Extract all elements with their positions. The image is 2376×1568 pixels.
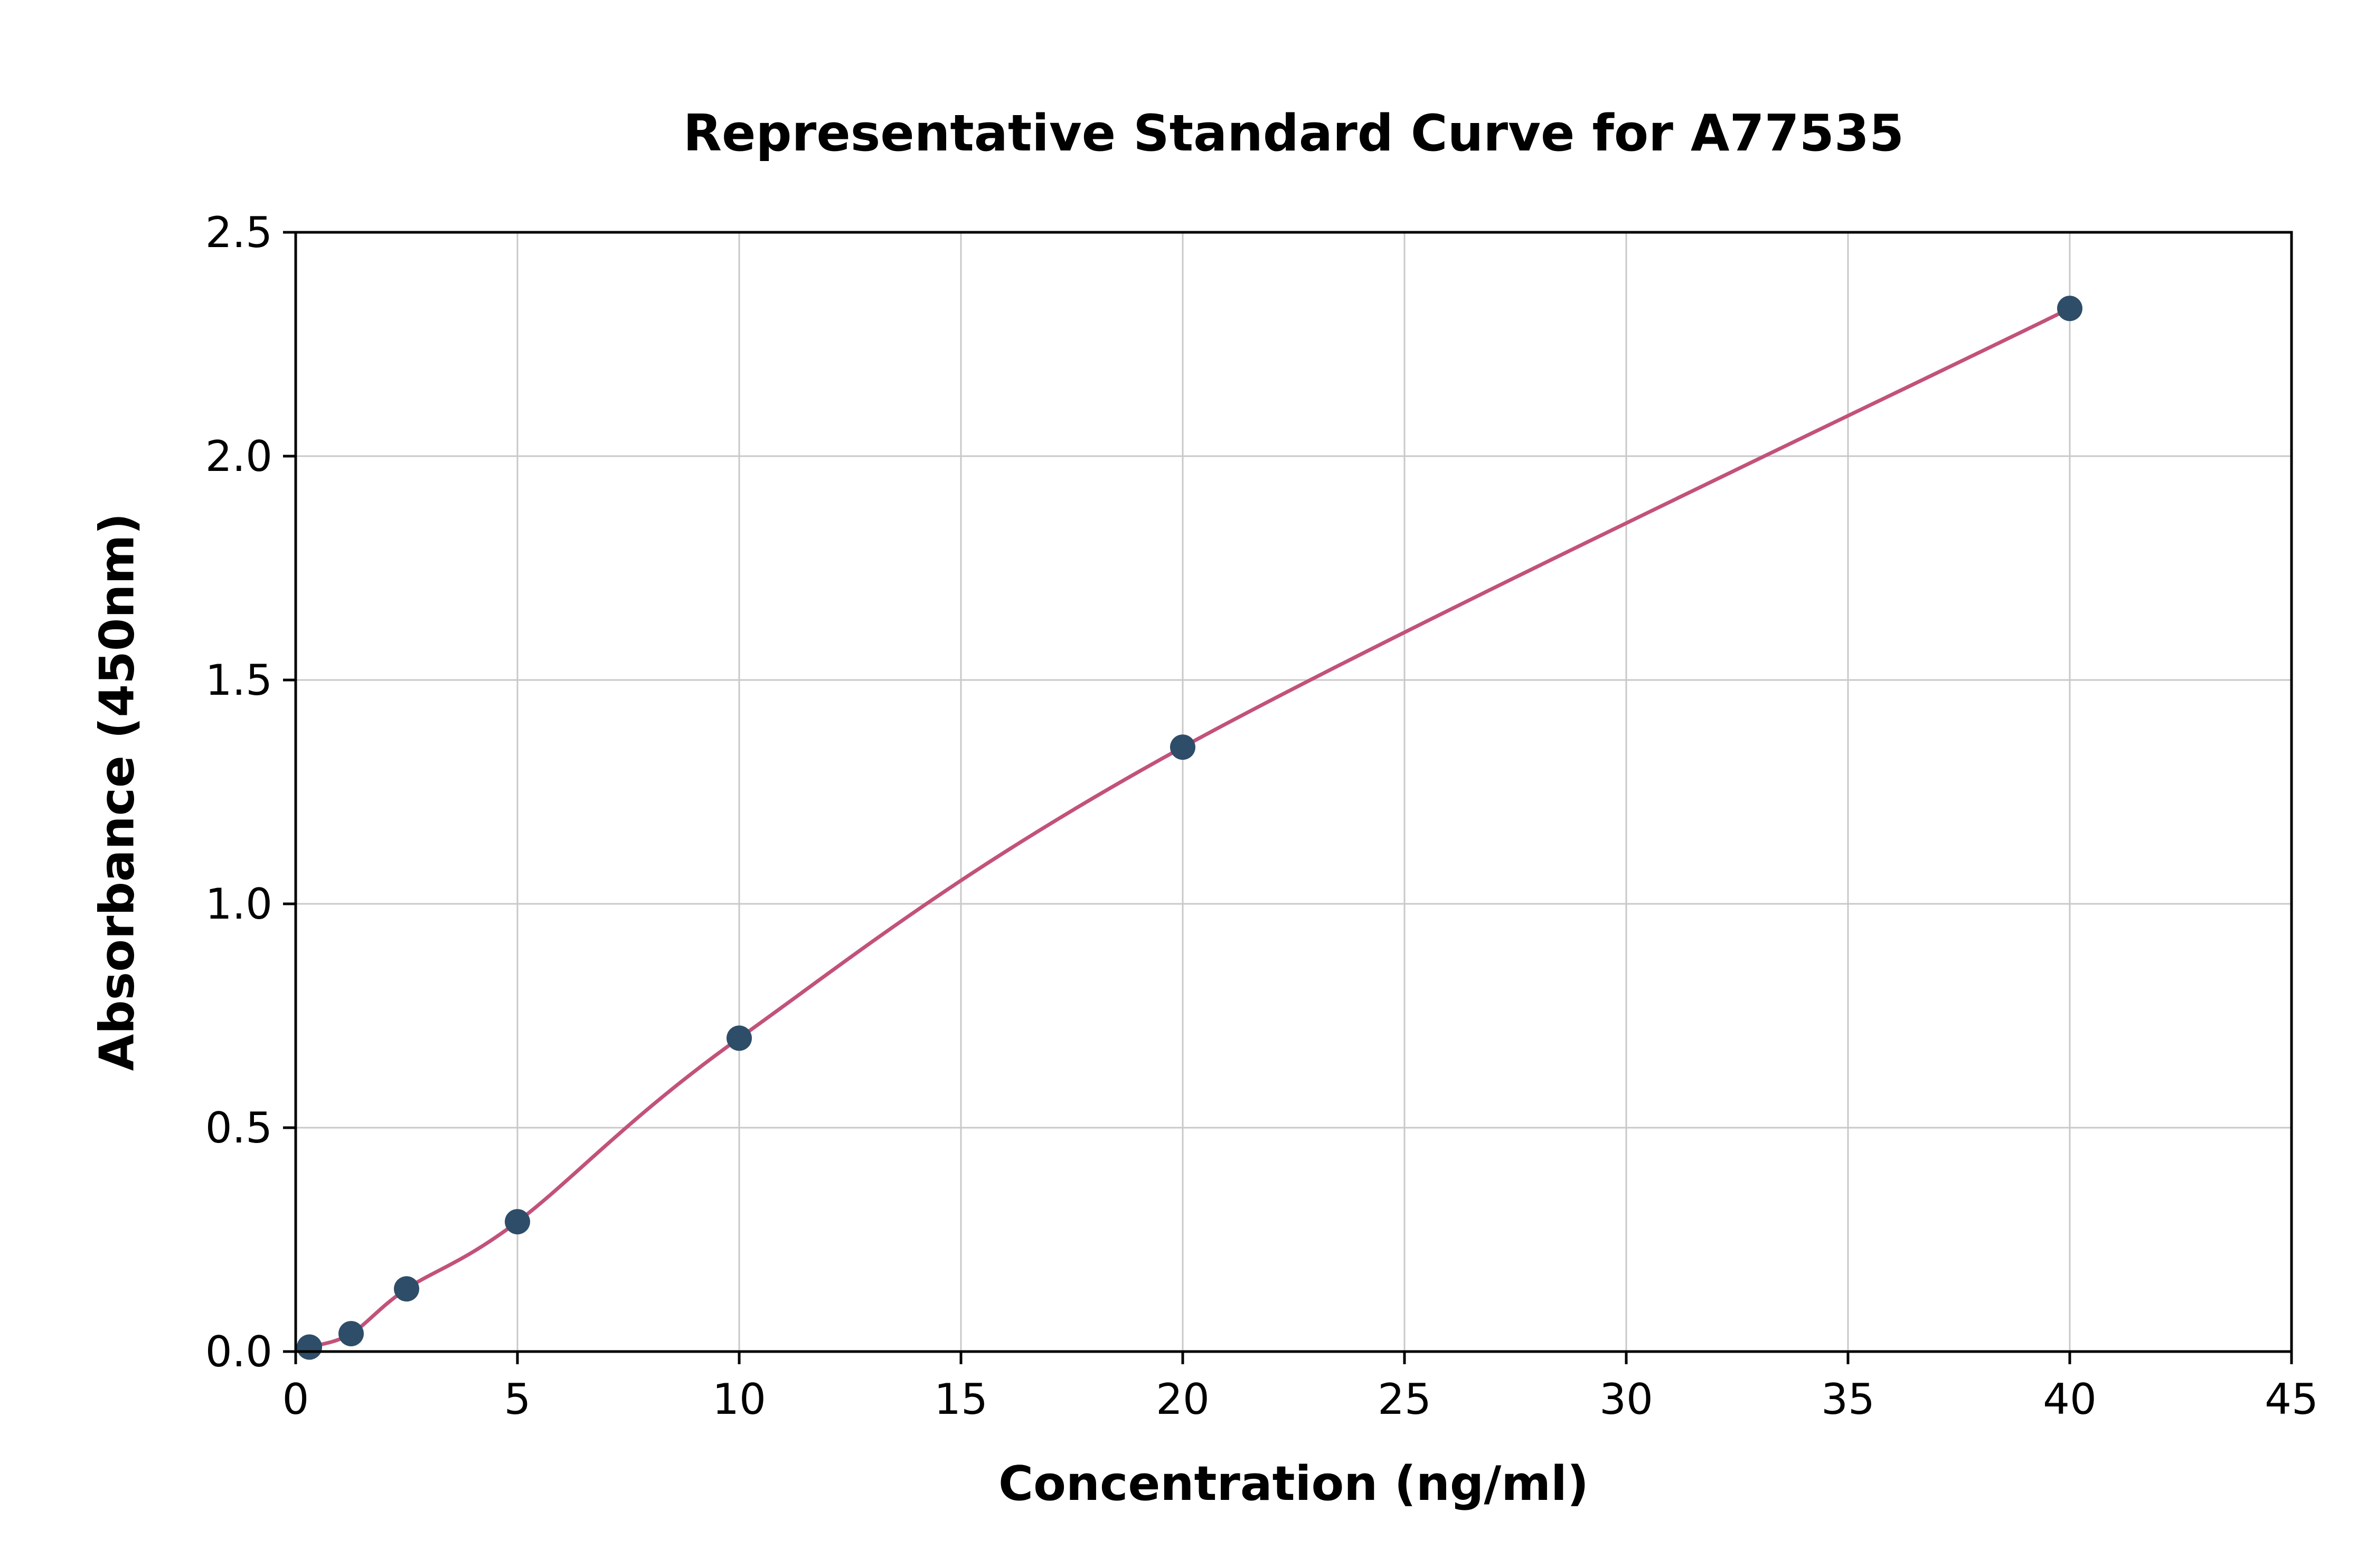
x-axis-label: Concentration (ng/ml) — [998, 1456, 1589, 1512]
y-tick-label: 2.5 — [205, 208, 272, 257]
data-point — [394, 1276, 419, 1302]
y-tick-label: 0.0 — [205, 1327, 272, 1376]
data-point — [297, 1334, 323, 1360]
x-tick-label: 10 — [712, 1375, 766, 1424]
data-point — [338, 1321, 364, 1347]
x-tick-label: 40 — [2043, 1375, 2097, 1424]
x-tick-label: 0 — [282, 1375, 309, 1424]
y-tick-label: 0.5 — [205, 1103, 272, 1153]
x-tick-label: 5 — [504, 1375, 531, 1424]
x-tick-label: 20 — [1156, 1375, 1210, 1424]
chart-title: Representative Standard Curve for A77535 — [683, 105, 1904, 163]
y-tick-label: 1.0 — [205, 880, 272, 929]
data-point — [1170, 734, 1195, 760]
y-tick-label: 2.0 — [205, 432, 272, 481]
y-tick-label: 1.5 — [205, 656, 272, 705]
data-point — [727, 1025, 752, 1051]
x-tick-label: 15 — [934, 1375, 988, 1424]
data-point — [505, 1209, 530, 1235]
x-tick-label: 35 — [1821, 1375, 1875, 1424]
x-tick-label: 30 — [1599, 1375, 1653, 1424]
standard-curve-line — [307, 306, 2072, 1349]
data-point — [2057, 296, 2082, 322]
x-tick-label: 25 — [1378, 1375, 1431, 1424]
x-tick-label: 45 — [2265, 1375, 2318, 1424]
plot-border — [294, 231, 2293, 1353]
